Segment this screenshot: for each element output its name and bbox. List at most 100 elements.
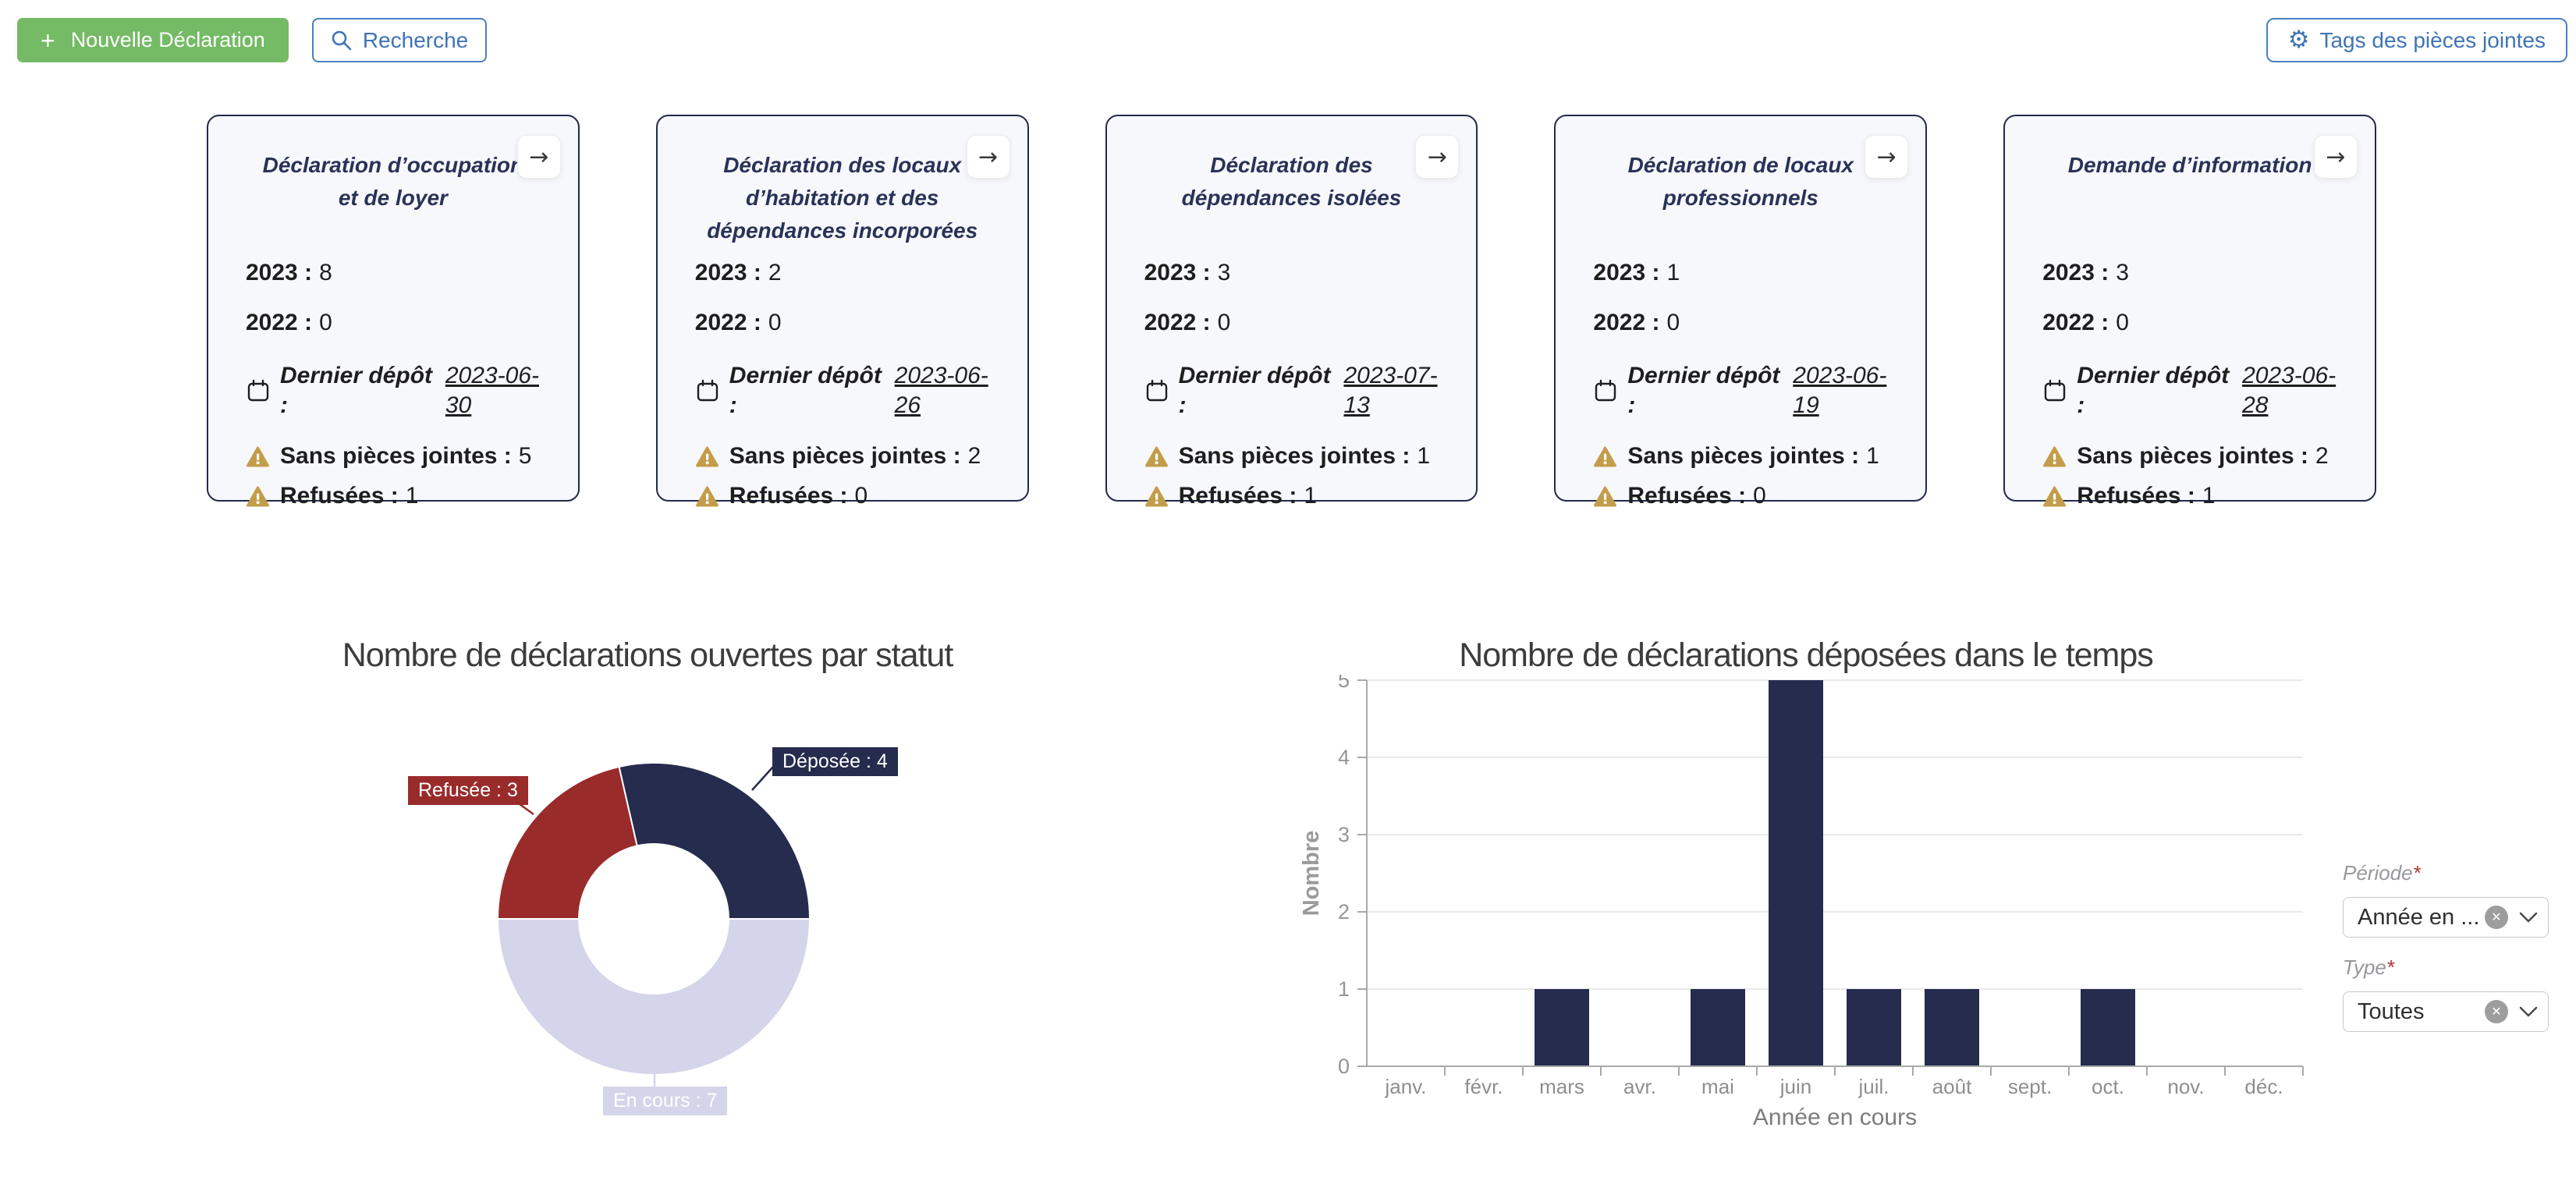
year-2023-value: 3 xyxy=(2116,260,2129,285)
bar-month-7[interactable] xyxy=(1925,989,1979,1066)
x-axis-label: Année en cours xyxy=(1753,1104,1917,1130)
required-asterisk: * xyxy=(2386,956,2394,979)
y-tick-label: 4 xyxy=(1338,746,1350,769)
refused-label: Refusées : xyxy=(1178,483,1297,509)
x-tick-label: oct. xyxy=(2092,1075,2124,1098)
y-tick-label: 2 xyxy=(1338,900,1350,924)
status-donut-chart: Nombre de déclarations ouvertes par stat… xyxy=(0,636,1295,1127)
bar-month-2[interactable] xyxy=(1535,989,1589,1066)
calendar-icon xyxy=(1146,379,1167,402)
last-deposit-label: Dernier dépôt : xyxy=(1178,363,1331,418)
y-tick-label: 3 xyxy=(1338,823,1350,846)
card-locaux-professionnels: → Déclaration de locaux professionnels 2… xyxy=(1554,115,1928,509)
year-2022-value: 0 xyxy=(1217,310,1231,335)
arrow-right-icon: → xyxy=(1876,143,1897,171)
open-card-button[interactable]: → xyxy=(1415,135,1460,179)
last-deposit-link[interactable]: 2023-06-28 xyxy=(2242,363,2336,418)
last-deposit-link[interactable]: 2023-07-13 xyxy=(1343,363,1438,418)
year-2022-label: 2022 : xyxy=(1144,310,1211,335)
arrow-right-icon: → xyxy=(1427,143,1447,171)
open-card-button[interactable]: → xyxy=(1865,135,1909,179)
new-declaration-button[interactable]: + Nouvelle Déclaration xyxy=(17,18,289,62)
type-select-value: Toutes xyxy=(2358,998,2425,1024)
x-tick-label: avr. xyxy=(1623,1075,1656,1098)
warning-icon xyxy=(1144,446,1168,466)
year-2023-value: 8 xyxy=(319,260,332,285)
last-deposit-link[interactable]: 2023-06-19 xyxy=(1793,363,1887,418)
open-card-button[interactable]: → xyxy=(966,135,1010,179)
clear-icon[interactable]: ✕ xyxy=(2485,906,2508,929)
refused-value: 1 xyxy=(1304,483,1318,509)
x-tick-label: juin xyxy=(1779,1075,1811,1098)
warning-icon xyxy=(247,486,269,506)
refused-label: Refusées : xyxy=(280,483,399,509)
x-tick-label: mars xyxy=(1539,1075,1584,1098)
donut-segment-en-cours[interactable] xyxy=(496,918,811,1076)
year-2022-label: 2022 : xyxy=(2042,310,2109,335)
card-stats: 2023 : 3 2022 : 0 Dernier dépôt :2023-06-2… xyxy=(2042,258,2356,521)
year-2022-value: 0 xyxy=(2116,310,2129,335)
toolbar: + Nouvelle Déclaration Recherche ⚙ Tags … xyxy=(17,18,2567,62)
x-tick-label: août xyxy=(1932,1075,1972,1098)
chevron-down-icon[interactable] xyxy=(2518,1005,2539,1018)
search-icon xyxy=(332,30,352,50)
card-occupation-loyer: → Déclaration d’occupation et de loyer 2… xyxy=(207,115,580,509)
warning-icon xyxy=(247,446,269,466)
last-deposit-link[interactable]: 2023-06-26 xyxy=(894,363,988,418)
no-attachments-label: Sans pièces jointes : xyxy=(1178,443,1410,469)
card-dependances-isolees: → Déclaration des dépendances isolées 20… xyxy=(1105,115,1478,509)
tags-button[interactable]: ⚙ Tags des pièces jointes xyxy=(2266,18,2567,62)
warning-icon xyxy=(1594,486,1617,506)
periode-select[interactable]: Année en ... ✕ xyxy=(2343,897,2549,938)
type-select[interactable]: Toutes ✕ xyxy=(2343,991,2549,1032)
warning-icon xyxy=(695,446,719,466)
bar-month-5[interactable] xyxy=(1769,680,1823,1066)
search-label: Recherche xyxy=(362,27,469,52)
plus-icon: + xyxy=(41,26,55,55)
open-card-button[interactable]: → xyxy=(516,135,561,179)
search-button[interactable]: Recherche xyxy=(311,18,488,62)
warning-icon xyxy=(2043,446,2067,466)
warning-icon xyxy=(695,486,719,506)
arrow-right-icon: → xyxy=(2326,143,2346,171)
new-declaration-label: Nouvelle Déclaration xyxy=(70,28,265,51)
donut-segment-refusee[interactable] xyxy=(496,765,638,920)
donut-chart-title: Nombre de déclarations ouvertes par stat… xyxy=(342,636,954,674)
x-tick-label: déc. xyxy=(2244,1075,2283,1098)
bar-month-4[interactable] xyxy=(1691,989,1745,1066)
year-2022-label: 2022 : xyxy=(1593,310,1660,335)
refused-value: 1 xyxy=(405,483,419,509)
card-stats: 2023 :8 2022 :0 Dernier dépôt :2023-06-3… xyxy=(246,258,559,521)
card-title: Demande d’information xyxy=(2067,153,2312,177)
refused-value: 0 xyxy=(1753,483,1766,509)
declaration-cards-row: → Déclaration d’occupation et de loyer 2… xyxy=(0,115,2576,509)
refused-label: Refusées : xyxy=(2077,483,2195,509)
open-card-button[interactable]: → xyxy=(2313,135,2358,179)
gear-icon: ⚙ xyxy=(2287,26,2310,54)
year-2023-value: 2 xyxy=(768,260,782,285)
donut-segment-deposee[interactable] xyxy=(618,761,811,920)
last-deposit-label: Dernier dépôt : xyxy=(729,363,882,418)
donut-label-refusee: Refusée : 3 xyxy=(408,776,528,805)
periode-label: Période* xyxy=(2343,860,2576,885)
bar-chart-title: Nombre de déclarations déposées dans le … xyxy=(1459,636,2154,674)
no-attachments-label: Sans pièces jointes : xyxy=(729,443,961,469)
bar-month-9[interactable] xyxy=(2081,989,2135,1066)
chevron-down-icon[interactable] xyxy=(2518,911,2539,924)
no-attachments-value: 2 xyxy=(967,443,981,469)
clear-icon[interactable]: ✕ xyxy=(2485,1000,2508,1023)
last-deposit-link[interactable]: 2023-06-30 xyxy=(445,363,539,418)
card-locaux-habitation: → Déclaration des locaux d’habitation et… xyxy=(655,115,1029,509)
year-2023-value: 1 xyxy=(1666,260,1680,285)
year-2023-value: 3 xyxy=(1217,260,1231,285)
card-stats: 2023 : 2 2022 : 0 Dernier dépôt :2023-06-2… xyxy=(695,258,1009,521)
bar-month-6[interactable] xyxy=(1847,989,1901,1066)
warning-icon xyxy=(1594,446,1617,466)
arrow-right-icon: → xyxy=(978,143,999,171)
no-attachments-value: 2 xyxy=(2315,443,2329,469)
year-2022-label: 2022 : xyxy=(246,310,313,335)
y-axis-label: Nombre xyxy=(1299,831,1324,917)
x-tick-label: nov. xyxy=(2167,1075,2204,1098)
donut-stage: Déposée : 4 Refusée : 3 En cours : 7 xyxy=(218,675,1077,1127)
donut-label-deposee: Déposée : 4 xyxy=(772,747,898,776)
